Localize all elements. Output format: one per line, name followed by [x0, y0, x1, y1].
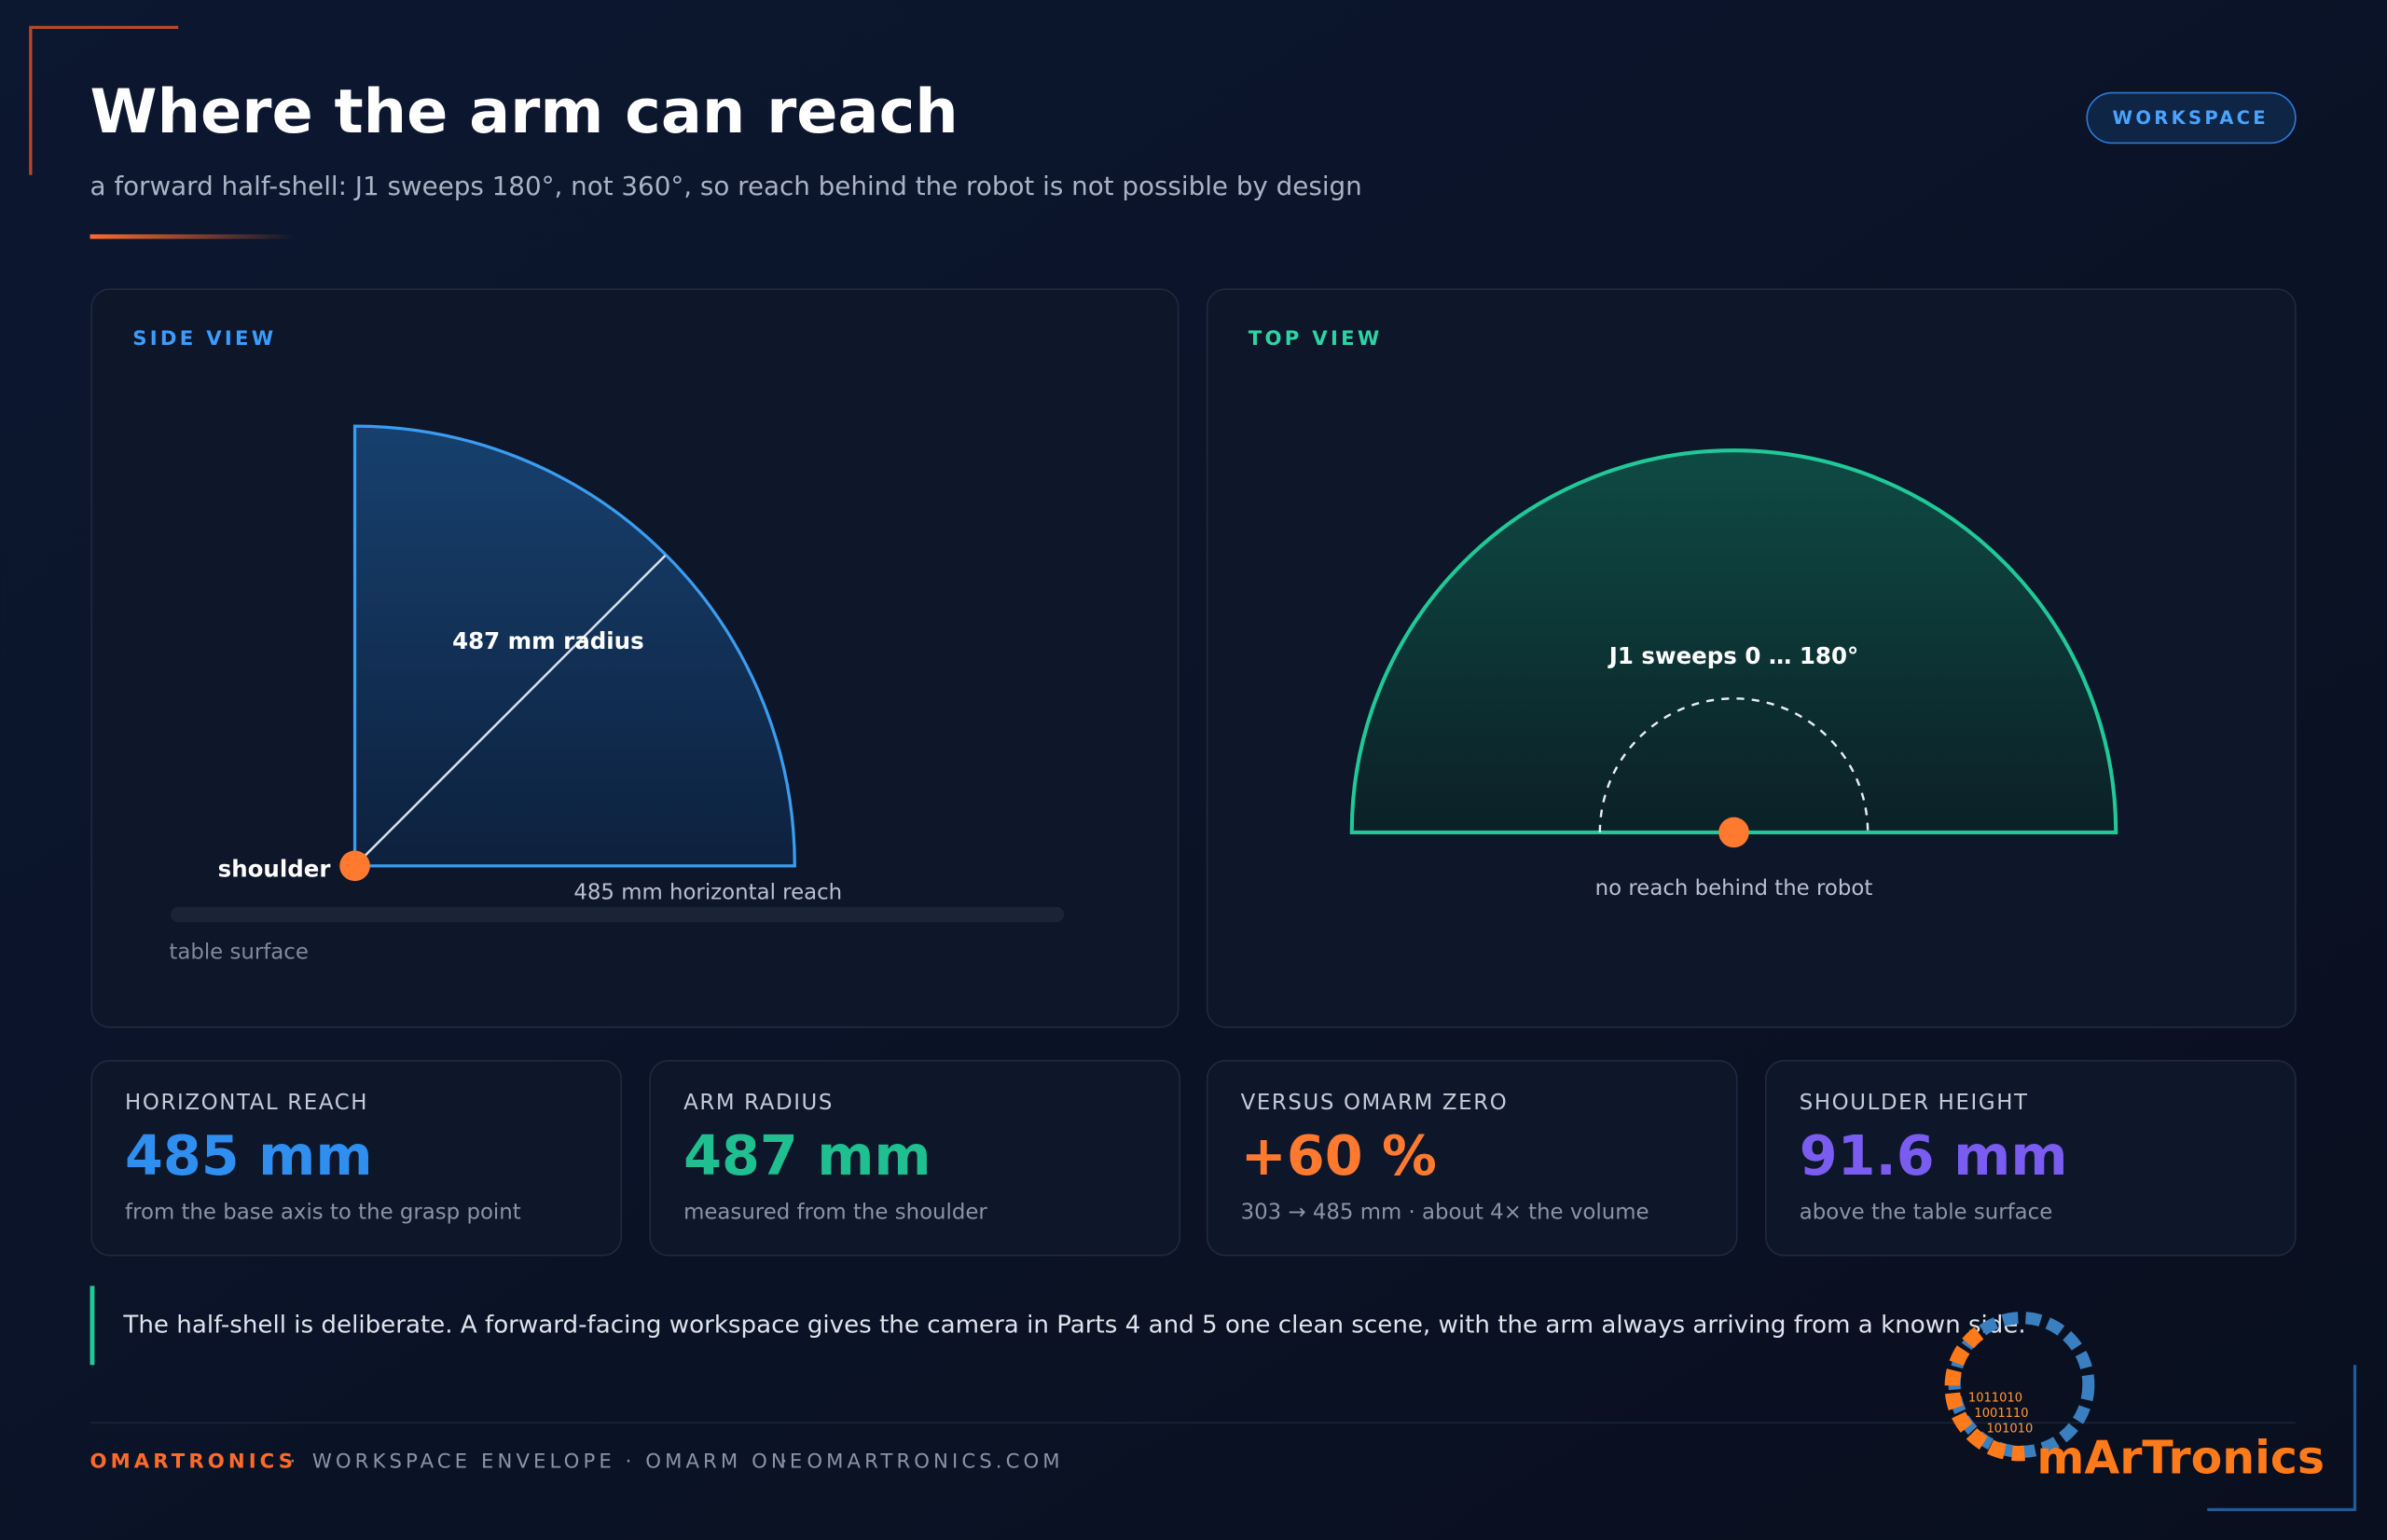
- stat-value: 487 mm: [683, 1123, 931, 1188]
- reach-label: 485 mm horizontal reach: [573, 881, 842, 905]
- logo-binary: 101010: [1986, 1422, 2033, 1436]
- shoulder-label: shoulder: [218, 856, 331, 883]
- stat-card: [1764, 1059, 2297, 1257]
- footer-site: OMARTRONICS.COM: [807, 1451, 1063, 1474]
- stats-row: HORIZONTAL REACH 485 mm from the base axis…: [90, 1059, 2297, 1257]
- table-bar: [171, 906, 1065, 923]
- base-dot: [1718, 817, 1749, 848]
- logo-binary: 1011010: [1968, 1392, 2022, 1406]
- stat-label: HORIZONTAL REACH: [125, 1091, 368, 1115]
- stat-card: [649, 1059, 1181, 1257]
- badge: [2086, 91, 2297, 144]
- footer-separator: ·: [289, 1451, 296, 1474]
- stat-label: ARM RADIUS: [683, 1091, 834, 1115]
- radius-label: 487 mm radius: [452, 627, 644, 654]
- panel-label: SIDE VIEW: [132, 327, 276, 351]
- radius-line: [353, 554, 667, 867]
- behind-label: no reach behind the robot: [1595, 876, 1873, 901]
- stat-card: [90, 1059, 623, 1257]
- stat-value: 91.6 mm: [1800, 1123, 2068, 1188]
- shoulder-dot: [339, 850, 370, 882]
- subtitle: a forward half-shell: J1 sweeps 180°, no…: [90, 171, 1362, 201]
- logo-binary: 1001110: [1974, 1407, 2028, 1421]
- panel-label: TOP VIEW: [1249, 327, 1383, 351]
- stat-note: measured from the shoulder: [683, 1201, 987, 1225]
- sweep-half-circle: [1349, 448, 2118, 834]
- badge-label: WORKSPACE: [2113, 107, 2269, 129]
- sweep-label: J1 sweeps 0 … 180°: [1607, 642, 1858, 669]
- stat-note: from the base axis to the grasp point: [125, 1201, 521, 1225]
- note: The half-shell is deliberate. A forward-…: [122, 1311, 2025, 1339]
- stat-label: VERSUS OMARM ZERO: [1241, 1091, 1509, 1115]
- accent-line: [90, 234, 297, 240]
- footer-text: WORKSPACE ENVELOPE · OMARM ONE: [312, 1451, 807, 1474]
- corner-accent: [29, 25, 179, 175]
- surface-label: table surface: [169, 940, 309, 964]
- title: Where the arm can reach: [90, 76, 959, 147]
- note-bar: [90, 1286, 95, 1366]
- stat-card: [1206, 1059, 1738, 1257]
- logo-gear-half: [1944, 1327, 2025, 1462]
- corner-accent: [2207, 1365, 2357, 1511]
- logo: 1011010 1001110 101010 mArTronics: [1944, 1312, 2325, 1485]
- stat-note: 303 → 485 mm · about 4× the volume: [1241, 1201, 1649, 1225]
- stat-value: 485 mm: [125, 1123, 373, 1188]
- stat-label: SHOULDER HEIGHT: [1800, 1091, 2029, 1115]
- footer-brand: OMARTRONICS: [90, 1451, 297, 1474]
- stat-note: above the table surface: [1800, 1201, 2053, 1225]
- logo-name: mArTronics: [2036, 1432, 2325, 1485]
- stat-value: +60 %: [1241, 1123, 1437, 1188]
- inner-arc: [1598, 697, 1870, 832]
- footer-separator: ·: [781, 1451, 788, 1474]
